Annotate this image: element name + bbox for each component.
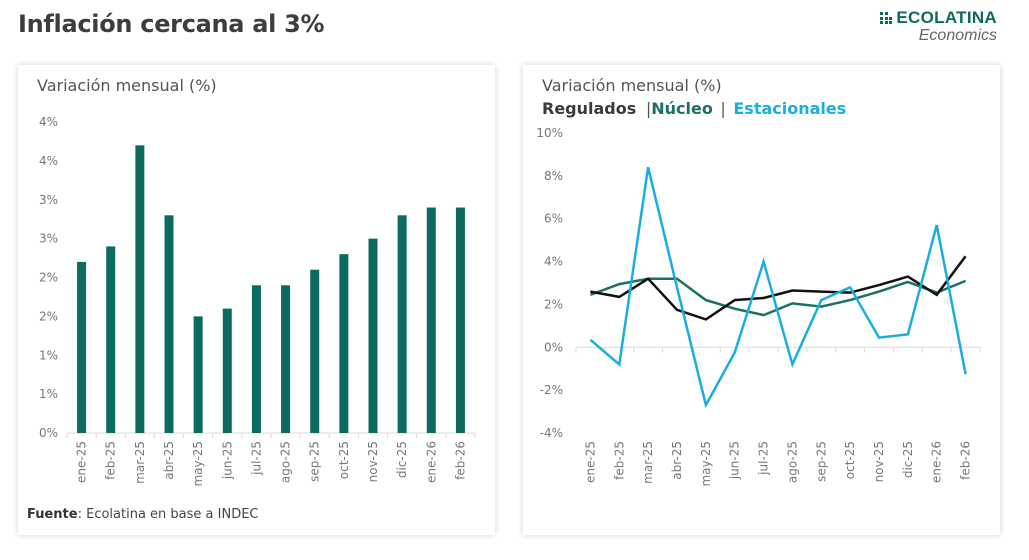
y-tick-label: 0%	[544, 340, 563, 354]
line-chart-card: Variación mensual (%) Regulados |Núcleo …	[523, 65, 1000, 535]
x-tick-label: nov-25	[872, 441, 886, 482]
ecolatina-logo: ECOLATINA Economics	[880, 8, 997, 45]
page-title: Inflación cercana al 3%	[18, 10, 325, 38]
chart-legend: Regulados |Núcleo | Estacionales	[542, 99, 846, 118]
logo-name: ECOLATINA	[896, 8, 997, 27]
y-tick-label: 2%	[39, 309, 58, 323]
series-line-regulados	[590, 255, 967, 321]
y-tick-label: 4%	[544, 255, 563, 269]
logo-subtitle: Economics	[918, 27, 997, 44]
x-tick-label: may-25	[699, 441, 713, 487]
x-tick-label: ene-25	[75, 441, 89, 483]
bar	[368, 238, 378, 433]
x-tick-label: abr-25	[670, 441, 684, 480]
x-tick-label: may-25	[191, 441, 205, 487]
bar	[251, 285, 261, 433]
legend-item-estacionales: Estacionales	[733, 99, 847, 118]
bar	[222, 308, 232, 433]
x-tick-label: ene-25	[583, 441, 597, 483]
y-tick-label: 3%	[39, 193, 58, 207]
y-tick-label: 3%	[39, 232, 58, 246]
x-tick-label: feb-25	[612, 441, 626, 480]
bar	[135, 145, 145, 433]
x-tick-label: feb-25	[104, 441, 118, 480]
bar	[455, 207, 465, 433]
bar	[164, 215, 174, 433]
y-tick-label: 4%	[39, 115, 58, 129]
x-tick-label: mar-25	[133, 441, 147, 484]
y-tick-label: 2%	[544, 297, 563, 311]
y-tick-label: 2%	[39, 271, 58, 285]
legend-separator: |	[720, 99, 726, 118]
legend-item-regulados: Regulados	[542, 99, 637, 118]
x-tick-label: sep-25	[814, 441, 828, 482]
legend-item-nucleo: Núcleo	[651, 99, 713, 118]
x-tick-label: ago-25	[279, 441, 293, 483]
y-tick-label: -2%	[540, 383, 563, 397]
source-label: Fuente	[27, 507, 78, 522]
bar	[339, 254, 349, 433]
bar	[426, 207, 436, 433]
legend-separator: |	[645, 99, 652, 118]
x-tick-label: ene-26	[930, 441, 944, 483]
x-tick-label: feb-26	[959, 441, 973, 480]
series-line-estacionales	[589, 167, 967, 409]
x-tick-label: ene-26	[424, 441, 438, 483]
x-tick-label: jul-25	[249, 441, 263, 476]
x-tick-label: jul-25	[757, 441, 771, 476]
y-tick-label: -4%	[540, 426, 563, 440]
x-tick-label: dic-25	[395, 441, 409, 478]
y-tick-label: 1%	[39, 348, 58, 362]
bar	[397, 215, 407, 433]
x-tick-label: jun-25	[728, 441, 742, 480]
source-text: : Ecolatina en base a INDEC	[77, 507, 259, 522]
x-tick-label: sep-25	[308, 441, 322, 482]
y-tick-label: 0%	[39, 426, 58, 440]
x-tick-label: dic-25	[901, 441, 915, 478]
source-note: Fuente: Ecolatina en base a INDEC	[27, 507, 259, 522]
x-tick-label: mar-25	[641, 441, 655, 484]
bar	[310, 269, 320, 433]
x-tick-label: oct-25	[337, 441, 351, 479]
bar	[106, 246, 116, 433]
bar	[281, 285, 291, 433]
grid-dots-icon	[880, 12, 893, 24]
y-tick-label: 1%	[39, 387, 58, 401]
x-tick-label: jun-25	[220, 441, 234, 480]
x-tick-label: nov-25	[366, 441, 380, 482]
x-tick-label: oct-25	[843, 441, 857, 479]
x-tick-label: ago-25	[785, 441, 799, 483]
y-tick-label: 4%	[39, 154, 58, 168]
y-tick-label: 8%	[544, 169, 563, 183]
y-tick-label: 6%	[544, 212, 563, 226]
y-tick-label: 10%	[536, 126, 563, 140]
bar	[193, 316, 203, 433]
x-tick-label: feb-26	[453, 441, 467, 480]
bar-chart-title: Variación mensual (%)	[37, 76, 217, 95]
bar-chart: 0% 1% 1% 2% 2% 3% 3% 4% 4% ene-25 feb-25 mar-25 abr-…	[39, 115, 476, 487]
bar-chart-card: Variación mensual (%) 0% 1% 1% 2% 2% 3% 3% 4% 4%…	[18, 65, 495, 535]
x-tick-label: abr-25	[162, 441, 176, 480]
bar	[77, 261, 87, 433]
line-chart: -4% -2% 0% 2% 4% 6% 8% 10% ene-25 feb-25 mar-25 abr…	[536, 126, 981, 487]
line-chart-title: Variación mensual (%)	[542, 76, 722, 95]
